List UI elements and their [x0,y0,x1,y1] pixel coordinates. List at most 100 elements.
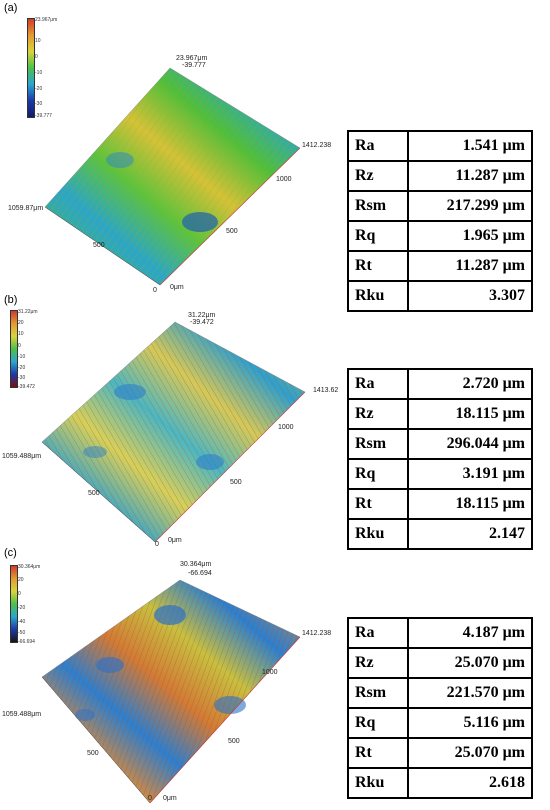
color-scale-min: -39.472 [18,384,35,390]
color-scale-tick: 0 [18,343,21,349]
table-row: Rq 1.965 μm [347,220,533,252]
color-scale-tick: -20 [18,365,26,371]
param-name: Rsm [347,190,409,222]
peak-label: -66.694 [188,570,212,577]
color-scale-min: -66.694 [18,639,35,645]
axis-label: 500 [230,479,242,486]
table-row: Rsm 221.570 μm [347,677,533,709]
axis-label: 500 [228,738,240,745]
color-scale-tick: -10 [18,354,26,360]
color-scale-tick: 20 [18,577,24,583]
color-scale-tick: 10 [18,331,24,337]
param-name: Rt [347,250,409,282]
color-scale-max: 31.22μm [18,309,38,315]
axis-label: 1412.238 [302,142,332,149]
surface-3d-plot [41,321,306,543]
axis-label: 500 [93,242,105,249]
param-name: Rz [347,647,409,679]
axis-label: 1000 [276,176,292,183]
param-value: 1.541 μm [407,130,533,162]
axis-label: 0 [155,541,159,548]
param-value: 25.070 μm [407,737,533,769]
param-name: Rt [347,488,409,520]
color-scale-tick: -10 [35,70,43,76]
peak-label: 23.967μm [176,55,208,62]
table-row: Rt 25.070 μm [347,737,533,769]
axis-label: 1059.87μm [8,205,44,212]
table-row: Rku 3.307 [347,280,533,312]
peak-label: 31.22μm [188,312,216,319]
table-row: Rsm 296.044 μm [347,428,533,460]
param-name: Rku [347,518,409,550]
panel-label: (c) [4,547,17,559]
param-value: 5.116 μm [407,707,533,739]
param-value: 4.187 μm [407,617,533,649]
table-row: Rku 2.147 [347,518,533,550]
axis-label: 1412.238 [302,630,332,637]
param-value: 217.299 μm [407,190,533,222]
color-scale-min: -39.777 [35,113,52,119]
panel-label: (b) [4,294,18,306]
roughness-table: Ra 1.541 μm Rz 11.287 μm Rsm 217.299 μm Rq 1… [347,130,533,312]
panel-a: (a) 23.967μm 10 0 -10 -20 -30 -39.777 [0,0,550,312]
axis-label: 500 [87,750,99,757]
param-name: Rsm [347,428,409,460]
color-scale-tick: 0 [18,591,21,597]
color-scale-tick: -20 [18,605,26,611]
table-row: Rq 5.116 μm [347,707,533,739]
panel-c: (c) 30.364μm 20 0 -20 -40 -50 -66.694 [0,545,550,810]
panel-label: (a) [4,2,18,14]
param-name: Rku [347,280,409,312]
table-row: Rku 2.618 [347,767,533,799]
param-name: Rq [347,458,409,490]
param-value: 3.307 [407,280,533,312]
color-scale-tick: 0 [35,54,38,60]
table-row: Rz 25.070 μm [347,647,533,679]
roughness-table: Ra 2.720 μm Rz 18.115 μm Rsm 296.044 μm Rq 3… [347,368,533,550]
param-value: 3.191 μm [407,458,533,490]
axis-label: 1000 [278,424,294,431]
color-scale-tick: 10 [35,38,41,44]
panel-b: (b) 31.22μm 20 10 0 -10 -20 -30 -39.472 [0,292,550,557]
color-scale-tick: -30 [35,101,43,107]
roughness-table: Ra 4.187 μm Rz 25.070 μm Rsm 221.570 μm Rq 5… [347,617,533,799]
surface-3d-plot [44,67,301,286]
table-row: Ra 2.720 μm [347,368,533,400]
color-scale-tick: -50 [18,630,26,636]
peak-label: 30.364μm [180,561,212,568]
param-name: Rz [347,398,409,430]
color-scale-bar [10,310,18,388]
color-scale-tick: -20 [35,86,43,92]
param-name: Rt [347,737,409,769]
peak-label: -39.472 [190,319,214,326]
color-scale-max: 30.364μm [18,564,41,570]
color-scale-tick: 20 [18,320,24,326]
axis-label: 0 [153,287,157,294]
color-scale-max: 23.967μm [35,17,58,23]
param-name: Rq [347,220,409,252]
table-row: Rz 11.287 μm [347,160,533,192]
table-row: Rsm 217.299 μm [347,190,533,222]
color-scale-tick: -40 [18,619,26,625]
color-scale-tick: -30 [18,375,26,381]
axis-label: 500 [226,228,238,235]
axis-label: 0μm [168,537,182,544]
table-row: Ra 1.541 μm [347,130,533,162]
param-name: Ra [347,617,409,649]
param-name: Ra [347,130,409,162]
param-name: Rz [347,160,409,192]
param-value: 1.965 μm [407,220,533,252]
table-row: Rt 11.287 μm [347,250,533,282]
param-value: 221.570 μm [407,677,533,709]
param-name: Rku [347,767,409,799]
axis-label: 0μm [170,284,184,291]
axis-label: 1000 [262,669,278,676]
param-name: Rq [347,707,409,739]
color-scale-bar [10,565,18,643]
color-scale-bar [27,18,35,118]
param-value: 18.115 μm [407,488,533,520]
table-row: Rt 18.115 μm [347,488,533,520]
param-value: 2.147 [407,518,533,550]
param-value: 2.618 [407,767,533,799]
axis-label: 500 [88,490,100,497]
